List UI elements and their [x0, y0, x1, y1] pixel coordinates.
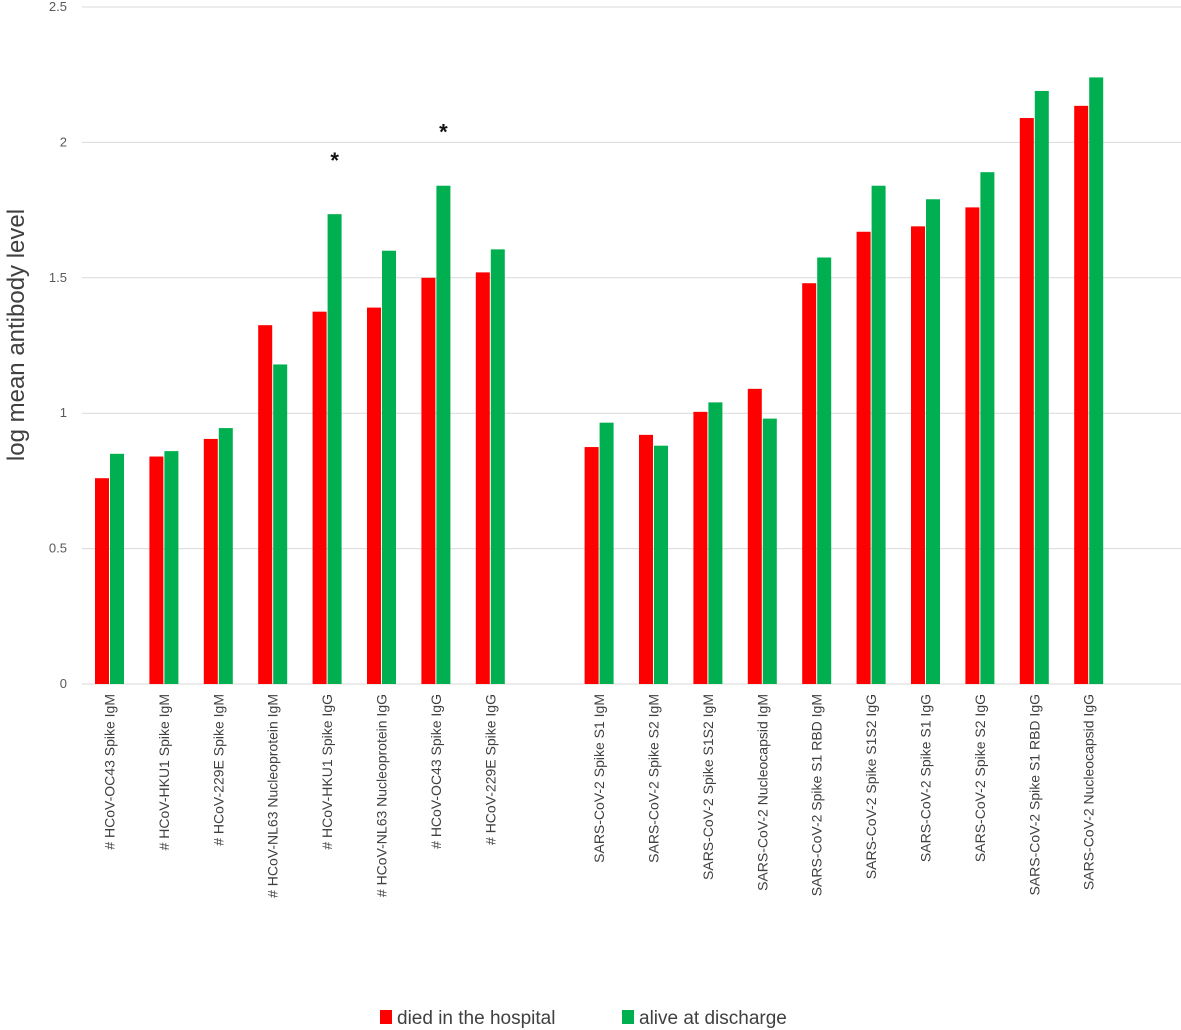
category-label: SARS-CoV-2 Spike S1 RBD IgM — [809, 694, 825, 896]
bar-died — [367, 307, 381, 684]
bar-died — [1074, 105, 1089, 685]
category-label: # HCoV-HKU1 Spike IgG — [319, 694, 335, 850]
y-tick-label: 1.5 — [49, 270, 67, 285]
category-label: SARS-CoV-2 Spike S1S2 IgG — [863, 694, 879, 879]
bar-alive — [164, 451, 179, 684]
bar-died — [584, 447, 599, 684]
category-label: SARS-CoV-2 Nucleocapsid IgM — [754, 694, 770, 891]
bar-alive — [980, 172, 995, 685]
bars — [95, 77, 1104, 685]
bar-alive — [1089, 77, 1104, 684]
bar-died — [475, 272, 490, 684]
legend-swatch — [380, 1010, 392, 1024]
y-tick-label: 0.5 — [49, 541, 67, 556]
bar-alive — [599, 422, 614, 684]
y-axis-ticks: 0 0.5 1 1.5 2 2.5 — [49, 0, 67, 691]
bar-died — [312, 311, 327, 684]
bar-died — [856, 231, 871, 684]
significance-asterisk: * — [330, 148, 339, 173]
bar-died — [95, 478, 109, 684]
category-label: SARS-CoV-2 Spike S2 IgM — [646, 694, 662, 863]
bar-alive — [382, 250, 396, 684]
x-axis-category-labels: # HCoV-OC43 Spike IgM # HCoV-HKU1 Spike I… — [102, 694, 1097, 898]
bar-alive — [817, 257, 832, 684]
bar-died — [258, 325, 273, 684]
bar-died — [421, 277, 436, 684]
category-label: # HCoV-229E Spike IgM — [210, 694, 226, 846]
gridlines — [82, 6, 1181, 685]
y-tick-label: 2.5 — [49, 0, 67, 14]
bar-alive — [1034, 90, 1049, 684]
bar-died — [802, 283, 817, 684]
category-label: SARS-CoV-2 Spike S1 RBD IgG — [1026, 694, 1042, 896]
y-tick-label: 2 — [60, 134, 67, 149]
category-label: # HCoV-229E Spike IgG — [482, 694, 498, 845]
legend-label: died in the hospital — [397, 1008, 555, 1029]
bar-died — [149, 456, 164, 684]
bar-alive — [218, 428, 233, 684]
bar-alive — [708, 402, 723, 684]
bar-died — [965, 207, 980, 684]
category-label: SARS-CoV-2 Spike S2 IgG — [972, 694, 988, 862]
bar-alive — [273, 364, 288, 684]
bar-died — [1019, 118, 1034, 684]
y-tick-label: 1 — [60, 405, 67, 420]
legend: died in the hospital alive at discharge — [380, 1008, 787, 1029]
bar-died — [639, 434, 653, 684]
bar-died — [693, 411, 708, 684]
category-label: # HCoV-OC43 Spike IgG — [428, 694, 444, 849]
annotations: ** — [330, 120, 448, 173]
bar-alive — [654, 445, 668, 684]
bar-alive — [490, 249, 505, 684]
bar-died — [203, 438, 218, 684]
bar-alive — [327, 214, 342, 685]
category-label: # HCoV-NL63 Nucleoprotein IgG — [374, 694, 390, 897]
legend-swatch — [622, 1010, 634, 1024]
category-label: # HCoV-HKU1 Spike IgM — [156, 694, 172, 850]
category-label: SARS-CoV-2 Spike S1S2 IgM — [700, 694, 716, 880]
bar-alive — [926, 199, 940, 684]
bar-died — [747, 388, 762, 684]
category-label: SARS-CoV-2 Nucleocapsid IgG — [1081, 694, 1097, 890]
legend-label: alive at discharge — [639, 1008, 787, 1029]
bar-alive — [762, 418, 777, 684]
bar-died — [911, 226, 925, 684]
bar-alive — [436, 185, 451, 684]
y-axis-label: log mean antibody level — [3, 209, 30, 461]
significance-asterisk: * — [439, 120, 448, 145]
category-label: SARS-CoV-2 Spike S1 IgM — [591, 694, 607, 863]
bar-alive — [110, 453, 124, 684]
category-label: # HCoV-OC43 Spike IgM — [102, 694, 118, 850]
y-tick-label: 0 — [60, 676, 67, 691]
category-label: SARS-CoV-2 Spike S1 IgG — [918, 694, 934, 862]
bar-alive — [871, 185, 886, 684]
category-label: # HCoV-NL63 Nucleoprotein IgM — [265, 694, 281, 898]
